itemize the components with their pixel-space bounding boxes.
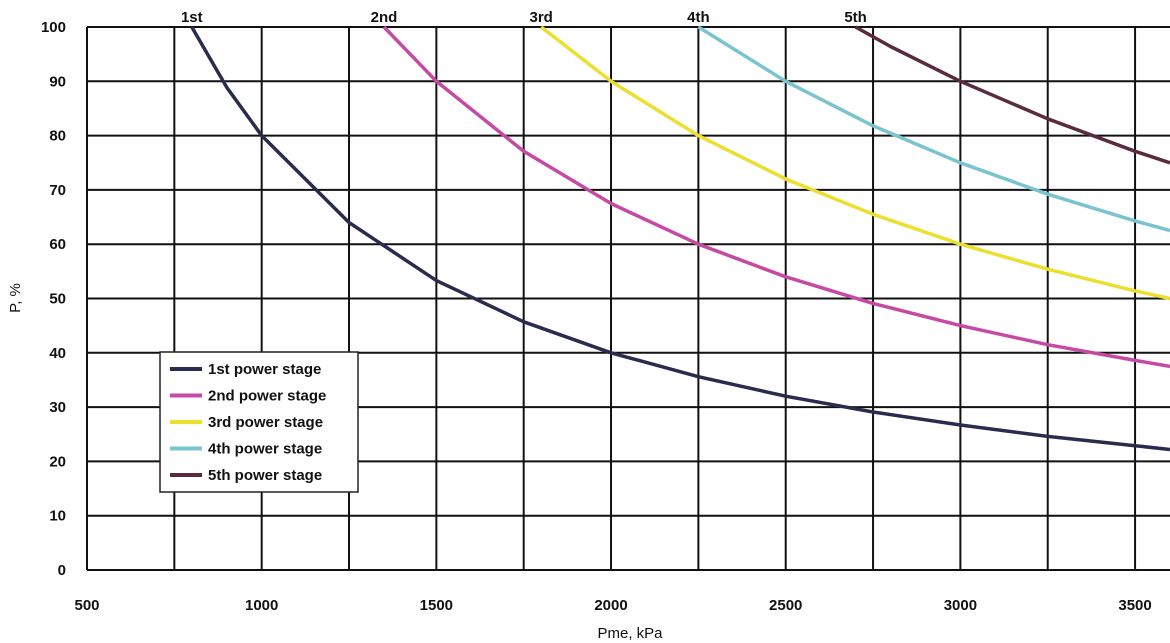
y-tick-label: 60: [49, 236, 66, 253]
x-tick-label: 2000: [594, 597, 627, 614]
stage-label-5: 5th: [844, 9, 867, 26]
legend-label: 3rd power stage: [208, 414, 323, 431]
y-tick-label: 20: [49, 453, 66, 470]
x-tick-label: 2500: [769, 597, 802, 614]
stage-label-3: 3rd: [529, 9, 552, 26]
x-tick-label: 3000: [944, 597, 977, 614]
legend-label: 1st power stage: [208, 361, 321, 378]
legend-label: 4th power stage: [208, 441, 322, 458]
y-tick-labels: 0 10 20 30 40 50 60 70 80 90 100: [41, 19, 66, 579]
stage-label-4: 4th: [687, 9, 710, 26]
series-line-1: [190, 26, 1170, 452]
legend: 1st power stage 2nd power stage 3rd power …: [159, 351, 359, 493]
y-tick-label: 50: [49, 291, 66, 308]
y-tick-label: 0: [58, 562, 66, 579]
series-line-3: [540, 25, 1170, 301]
y-axis-title: P, %: [7, 283, 24, 313]
x-axis-title: Pme, kPa: [597, 625, 663, 642]
y-tick-label: 10: [49, 508, 66, 525]
x-tick-label: 500: [74, 597, 99, 614]
y-tick-label: 90: [49, 73, 66, 90]
y-tick-label: 70: [49, 182, 66, 199]
series-line-2: [382, 25, 1170, 369]
series-line-4: [697, 25, 1170, 233]
y-tick-label: 100: [41, 19, 66, 36]
x-tick-labels: 500 1000 1500 2000 2500 3000 3500: [74, 597, 1151, 614]
stage-labels: 1st 2nd 3rd 4th 5th: [181, 9, 867, 26]
x-tick-label: 3500: [1118, 597, 1151, 614]
legend-label: 2nd power stage: [208, 388, 326, 405]
grid: [86, 26, 1170, 571]
y-tick-label: 80: [49, 128, 66, 145]
stage-label-2: 2nd: [371, 9, 398, 26]
stage-label-1: 1st: [181, 9, 203, 26]
x-tick-label: 1000: [245, 597, 278, 614]
x-tick-label: 1500: [420, 597, 453, 614]
series-lines: [190, 25, 1170, 452]
y-tick-label: 40: [49, 345, 66, 362]
series-line-5: [854, 25, 1170, 165]
legend-label: 5th power stage: [208, 467, 322, 484]
y-tick-label: 30: [49, 399, 66, 416]
